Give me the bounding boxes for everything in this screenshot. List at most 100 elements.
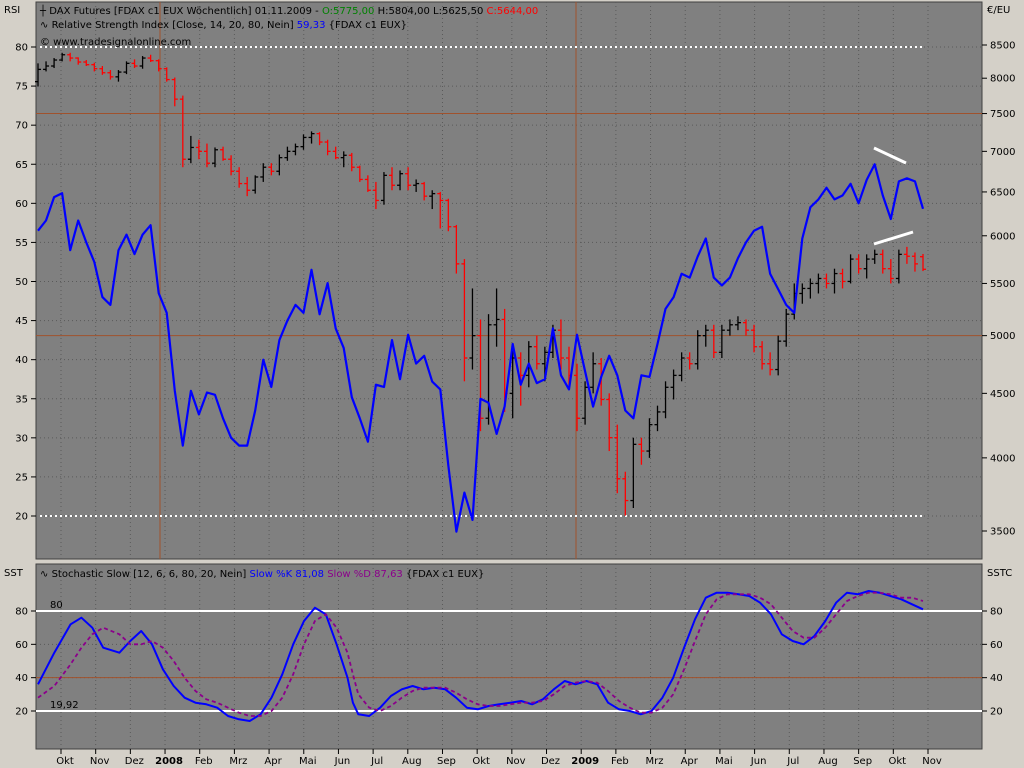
price-bar [131,59,138,69]
time-axis: Okt Nov Dez 2008 Feb Mrz Apr Mai Jun Jul Aug Sep Okt… [56,749,942,767]
price-bar [421,181,428,201]
price-bar [469,288,476,370]
price-bar [807,278,814,299]
price-bar [606,393,613,452]
stochastic-plot-area[interactable] [35,563,983,750]
price-bar [590,352,597,394]
time-tick-label: Sep [437,756,456,767]
price-bar [284,146,291,161]
price-bar [43,61,50,72]
price-bar [557,319,564,370]
price-bar [324,139,331,156]
time-tick-label: Mrz [229,756,247,767]
price-bar [212,147,218,168]
price-bar [372,181,379,210]
price-tick-label: 4500 [990,389,1015,400]
main-grid [36,2,982,749]
stochastic-header: ∿ Stochastic Slow [12, 6, 6, 80, 20, Nei… [40,569,484,580]
price-bar [662,381,669,419]
price-bar [783,308,790,347]
main-plot-area[interactable] [35,1,983,560]
time-tick-label: Mrz [646,756,664,767]
time-tick-label: Jun [750,756,767,767]
rsi-divergence-line [873,146,907,165]
price-bar [638,437,645,465]
price-bar [147,54,154,63]
time-tick-label: 2008 [155,756,183,767]
rsi-line [37,163,925,533]
stochastic-left-tick-label: 40 [15,673,28,684]
stochastic-right-label: SSTC [987,568,1012,579]
price-bar [678,352,685,382]
close-value: C:5644,00 [487,6,539,17]
price-bar [155,59,162,72]
price-tick-label: 6500 [990,187,1015,198]
price-bar [260,163,267,182]
price-bar [686,352,693,370]
price-bar [107,70,114,80]
stochastic-left-tick-label: 80 [15,607,28,618]
time-tick-label: Jul [370,756,383,767]
price-bar [871,249,878,264]
rsi-tick-label: 65 [15,160,28,171]
price-bar [99,66,106,75]
time-tick-label: Apr [264,756,282,767]
price-bar [316,132,323,146]
price-bar [340,151,347,168]
price-bar [115,70,122,82]
stochastic-header-icon: ∿ [40,569,52,580]
price-axis-label: €/EU [987,5,1010,16]
rsi-tick-label: 35 [15,394,28,405]
price-bar [751,324,758,353]
rsi-tick-label: 45 [15,316,28,327]
time-tick-label: Nov [922,756,942,767]
price-bar [445,198,452,232]
price-tick-label: 8000 [990,74,1015,85]
rsi-tick-label: 60 [15,199,28,210]
price-bar [244,176,251,197]
price-bar [413,179,420,192]
price-bar [332,146,339,160]
rsi-level-lines [40,46,923,517]
time-tick-label: Nov [506,756,526,767]
price-bar [397,170,404,191]
time-tick-label: 2009 [571,756,599,767]
rsi-tick-label: 55 [15,238,28,249]
price-bar [83,60,90,67]
rsi-axis-label: RSI [4,5,20,16]
price-bar [614,424,621,494]
price-axis: 3500 4000 4500 5000 5500 6000 6500 7000 7500 8000… [982,41,1015,538]
stochastic-right-tick-label: 40 [990,673,1003,684]
price-bar [163,67,170,82]
price-bar [646,418,653,458]
rsi-source: {FDAX c1 EUX} [329,20,407,31]
price-bar [75,57,82,65]
price-bar [429,190,436,210]
price-bar [767,352,774,376]
stochastic-level-label: 19,92 [50,700,79,711]
rsi-line-group [37,163,925,533]
price-bar [356,165,363,182]
price-bar [59,52,66,62]
price-bars [35,52,926,516]
price-bar [694,330,701,370]
open-value: O:5775,00 [322,6,374,17]
time-tick-label: Okt [56,756,74,767]
price-bar [718,324,725,358]
price-bar [831,268,838,294]
time-tick-label: Feb [611,756,629,767]
price-bar [51,58,58,69]
time-tick-label: Jun [334,756,351,767]
rsi-tick-label: 75 [15,82,28,93]
price-bar [123,61,130,75]
price-bar [903,246,910,264]
price-bar [179,95,186,168]
price-bar [493,288,500,347]
price-bar [461,259,468,382]
stochastic-left-label: SST [4,568,24,579]
price-bar [847,254,854,284]
price-bar [598,357,605,406]
low-value: L:5625,50 [433,6,483,17]
stochastic-name: Stochastic Slow [12, 6, 6, 80, 20, Nein] [52,569,247,580]
